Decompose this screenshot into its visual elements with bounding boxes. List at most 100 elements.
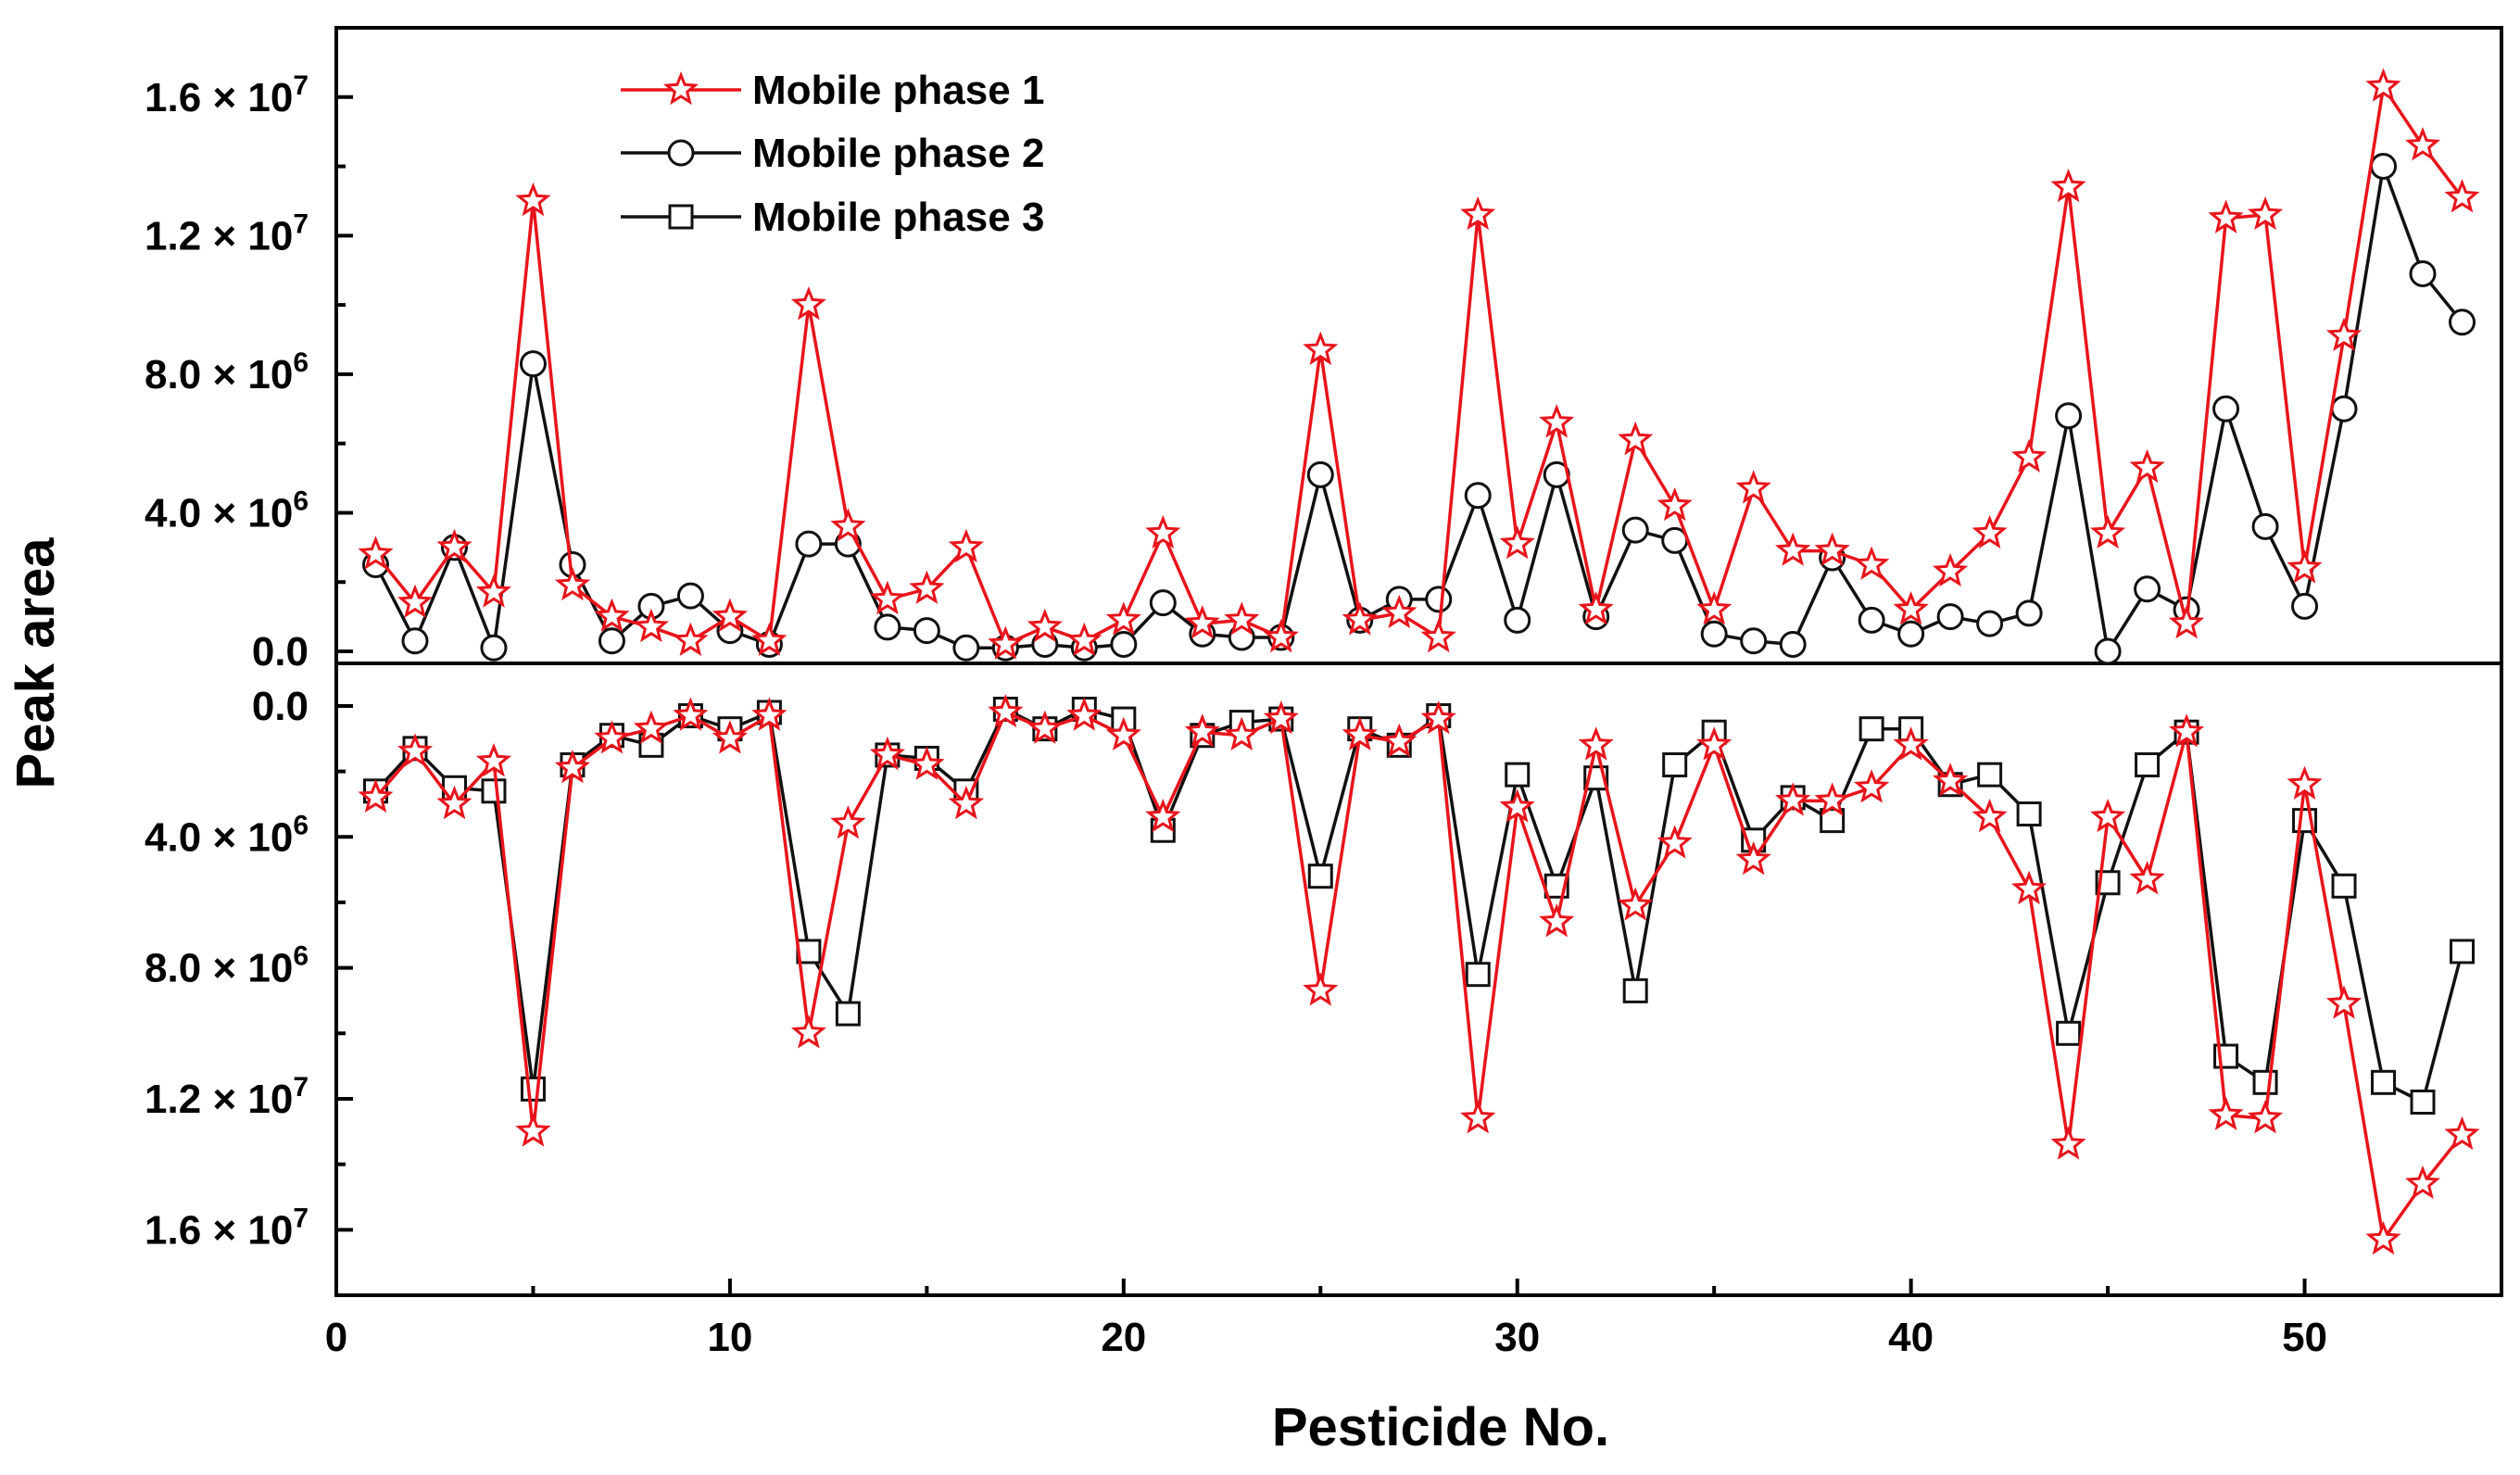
data-point — [869, 736, 905, 771]
data-point — [1897, 620, 1925, 648]
data-point — [909, 746, 945, 780]
y-tick-mantissa: 8.0 × 10 — [145, 946, 293, 991]
data-point — [795, 530, 823, 558]
data-point — [1145, 514, 1181, 549]
data-point — [913, 617, 940, 645]
data-point — [2011, 870, 2048, 905]
data-point — [1303, 972, 1339, 1006]
data-point — [1307, 864, 1333, 889]
data-point — [1460, 1100, 1496, 1134]
data-point — [1933, 552, 1969, 587]
y-tick-mantissa: 4.0 × 10 — [145, 490, 293, 536]
data-point — [554, 566, 591, 601]
data-point — [1854, 546, 1890, 580]
data-point — [796, 939, 822, 964]
data-point — [1735, 840, 1771, 876]
data-point — [988, 625, 1024, 660]
data-point — [2247, 195, 2284, 231]
series-line — [374, 84, 2463, 647]
data-point — [712, 720, 748, 754]
data-point — [475, 574, 512, 608]
x-tick-label: 50 — [2282, 1315, 2327, 1360]
data-point — [1303, 331, 1339, 366]
legend-label: Mobile phase 3 — [752, 195, 1044, 240]
data-point — [1505, 762, 1531, 788]
y-tick-label: 1.2 × 107 — [145, 208, 309, 258]
data-point — [1149, 589, 1177, 617]
data-point — [830, 508, 866, 542]
data-point — [2050, 1126, 2086, 1160]
legend-label: Mobile phase 2 — [752, 131, 1044, 176]
data-point — [835, 1001, 861, 1027]
y-tick-mantissa: 1.2 × 10 — [145, 1077, 293, 1122]
data-point — [1936, 603, 1964, 631]
data-point — [2291, 592, 2319, 620]
data-point — [2208, 1096, 2244, 1130]
data-point — [358, 778, 394, 813]
data-point — [2370, 153, 2398, 181]
data-point — [1696, 591, 1732, 625]
data-point — [2169, 713, 2205, 748]
data-point — [1740, 627, 1768, 655]
data-point — [909, 570, 945, 604]
y-tick-exponent: 6 — [293, 941, 309, 972]
legend-entry: Mobile phase 2 — [621, 131, 1044, 176]
data-point — [633, 710, 669, 744]
y-tick-exponent: 7 — [293, 1072, 309, 1103]
y-tick-label: 0.0 — [252, 629, 309, 674]
data-point — [633, 608, 669, 643]
data-point — [1735, 470, 1771, 504]
data-point — [830, 805, 866, 839]
data-point — [1263, 700, 1299, 735]
data-point — [2444, 1116, 2480, 1151]
data-point — [1420, 618, 1456, 653]
data-point — [1464, 482, 1492, 510]
data-point — [1027, 608, 1063, 643]
data-point — [2371, 1069, 2397, 1095]
data-point — [2410, 1090, 2436, 1116]
y-tick-label: 8.0 × 106 — [145, 347, 309, 397]
data-point — [1700, 620, 1728, 648]
data-point — [1622, 977, 1648, 1003]
data-point — [2247, 1100, 2284, 1134]
data-point — [1657, 486, 1693, 522]
x-tick-label: 20 — [1101, 1315, 1146, 1360]
data-point — [2287, 549, 2323, 584]
legend-label: Mobile phase 1 — [752, 68, 1044, 113]
y-tick-exponent: 6 — [293, 347, 309, 378]
data-point — [790, 1015, 826, 1049]
data-point — [1858, 716, 1884, 742]
data-point — [1066, 697, 1102, 731]
legend-entry: Mobile phase 1 — [621, 68, 1044, 113]
data-point — [520, 1076, 546, 1102]
y-tick-label: 4.0 × 106 — [145, 485, 309, 536]
y-tick-mantissa: 0.0 — [252, 629, 309, 674]
data-point — [1460, 195, 1496, 231]
legend-marker — [668, 204, 694, 230]
data-point — [1184, 713, 1220, 748]
data-point — [519, 350, 547, 378]
data-point — [948, 528, 984, 563]
data-point — [2129, 448, 2165, 484]
data-point — [874, 613, 901, 641]
x-tick-label: 10 — [707, 1315, 752, 1360]
data-point — [790, 286, 826, 321]
data-point — [397, 733, 434, 767]
data-point — [1425, 586, 1453, 613]
data-point — [358, 536, 394, 570]
data-point — [673, 697, 709, 731]
data-point — [2404, 127, 2441, 161]
data-point — [2169, 605, 2205, 639]
data-point — [1184, 605, 1220, 639]
data-point — [1621, 516, 1649, 544]
data-point — [2011, 438, 2048, 473]
data-point — [1775, 782, 1811, 816]
data-point — [480, 634, 508, 662]
data-point — [2212, 395, 2240, 422]
legend-marker — [667, 139, 695, 167]
data-point — [1972, 514, 2008, 549]
data-point — [2055, 402, 2083, 430]
data-point — [2325, 317, 2362, 351]
y-tick-label: 1.6 × 107 — [145, 1203, 309, 1253]
